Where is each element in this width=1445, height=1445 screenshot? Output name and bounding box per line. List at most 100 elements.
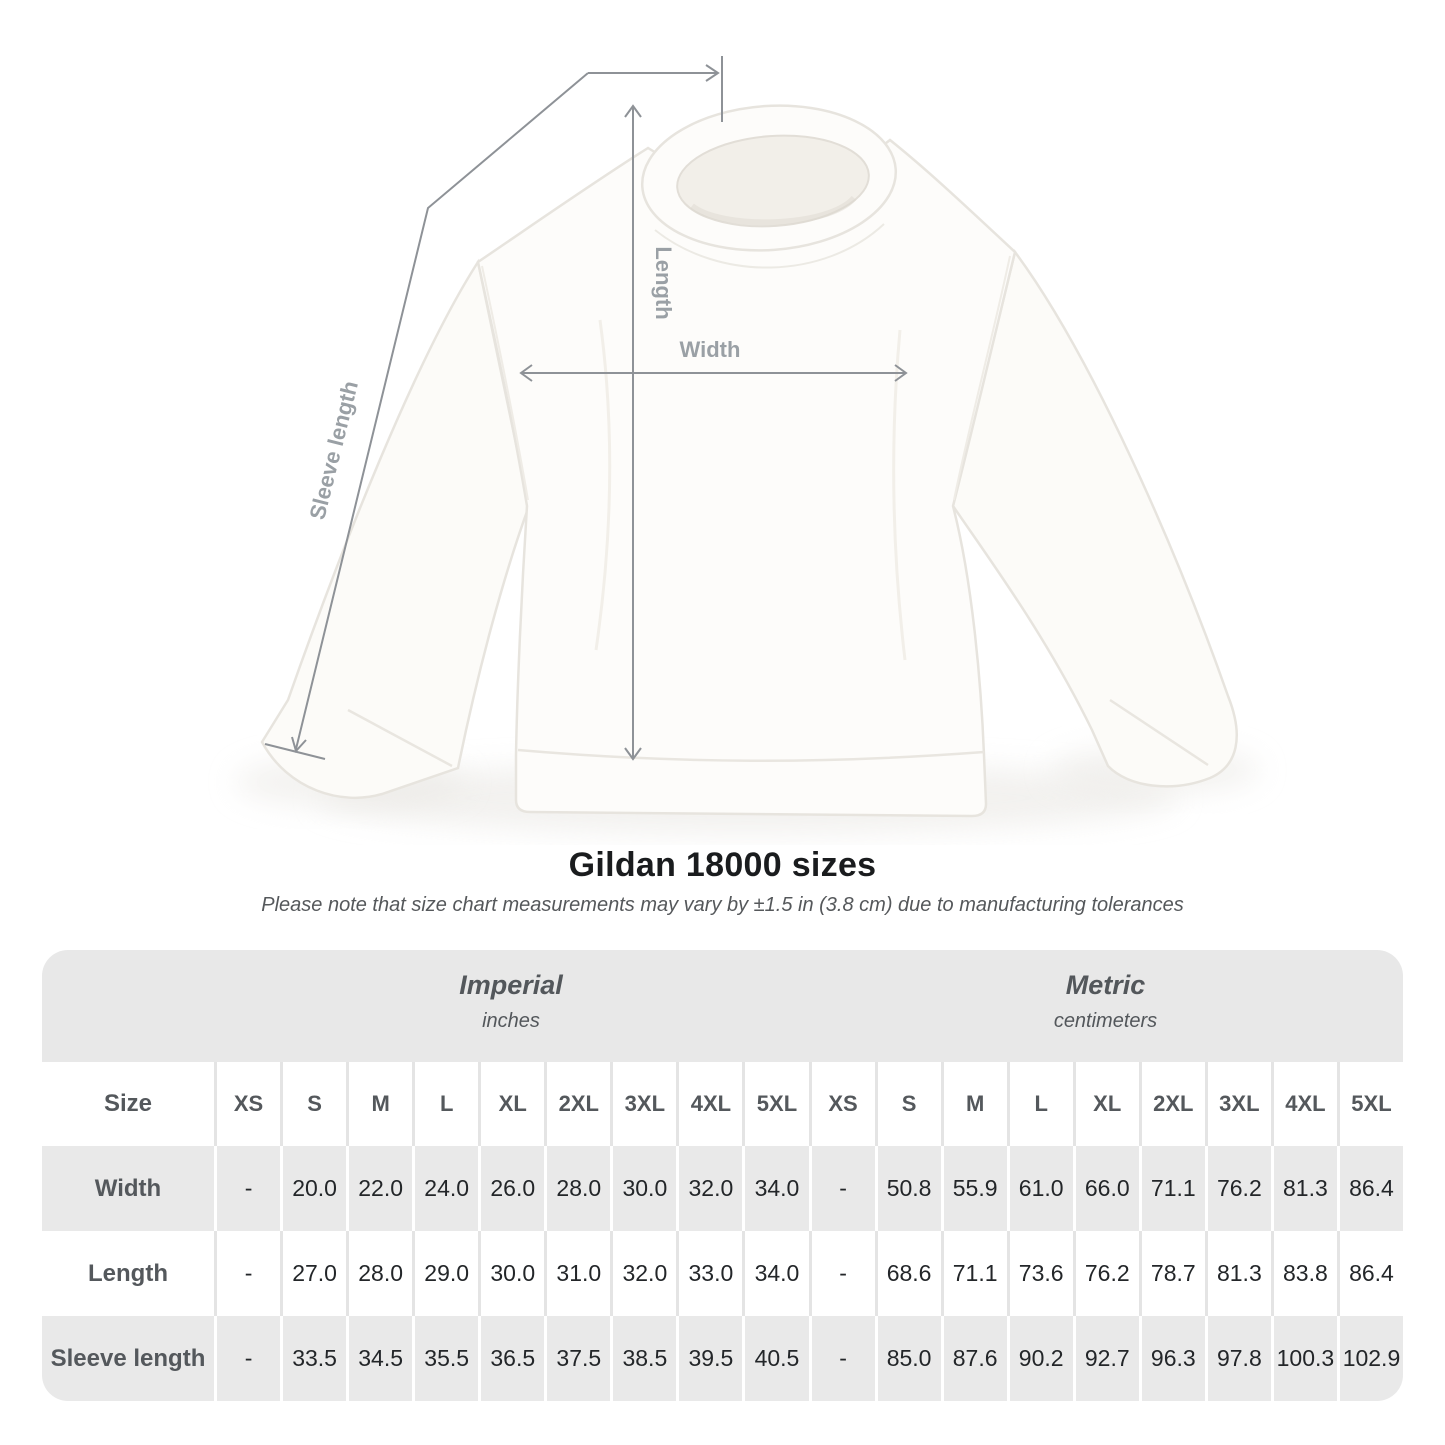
size-header-cell: M: [346, 1062, 412, 1146]
size-header-cell: S: [280, 1062, 346, 1146]
size-header-cell: M: [940, 1062, 1007, 1146]
measurement-value-cell: 34.0: [742, 1146, 808, 1231]
sweatshirt-illustration: Length Width Sleeve length: [235, 56, 1260, 834]
size-header-cell: XL: [1072, 1062, 1139, 1146]
measurement-value-cell: -: [808, 1316, 875, 1401]
right-sleeve: [951, 249, 1238, 788]
measurement-value-cell: -: [214, 1231, 280, 1316]
measurement-value-cell: 27.0: [280, 1231, 346, 1316]
arrow-right-icon: [705, 64, 720, 82]
measurement-value-cell: 30.0: [610, 1146, 676, 1231]
size-header-cell: 4XL: [676, 1062, 742, 1146]
imperial-unit: inches: [482, 1010, 540, 1032]
measurement-value-cell: 97.8: [1204, 1316, 1271, 1401]
tolerance-note: Please note that size chart measurements…: [261, 894, 1184, 916]
size-table: Imperial inches Metric centimeters Size …: [42, 950, 1403, 1401]
measurement-value-cell: 68.6: [874, 1231, 941, 1316]
measurement-value-cell: 32.0: [610, 1231, 676, 1316]
sleeve-length-line: [264, 56, 723, 760]
size-header-cell: 4XL: [1270, 1062, 1337, 1146]
measurement-value-cell: 85.0: [874, 1316, 941, 1401]
size-header-cell: S: [874, 1062, 941, 1146]
measurement-value-cell: 90.2: [1006, 1316, 1073, 1401]
measurement-value-cell: 35.5: [412, 1316, 478, 1401]
measurement-value-cell: -: [808, 1146, 875, 1231]
size-corner-label: Size: [103, 1090, 153, 1117]
width-label: Width: [680, 337, 741, 362]
measurement-value-cell: 34.5: [346, 1316, 412, 1401]
size-header-cell: 3XL: [610, 1062, 676, 1146]
measurement-value-cell: 26.0: [478, 1146, 544, 1231]
metric-unit: centimeters: [1053, 1010, 1158, 1032]
arrow-left-icon: [519, 364, 533, 382]
size-header-row: Size XS S M L XL 2XL 3XL 4XL 5XL XS S M L XL 2XL 3XL 4XL…: [42, 1062, 1403, 1146]
measurement-value-cell: 29.0: [412, 1231, 478, 1316]
measurement-value-cell: 76.2: [1204, 1146, 1271, 1231]
size-header-cell: 5XL: [1336, 1062, 1403, 1146]
length-label: Length: [651, 246, 676, 319]
measurement-value-cell: 81.3: [1270, 1146, 1337, 1231]
page-title: Gildan 18000 sizes: [568, 846, 877, 884]
measurement-value-cell: 39.5: [676, 1316, 742, 1401]
size-header-cell: XL: [478, 1062, 544, 1146]
measurement-value-cell: -: [214, 1316, 280, 1401]
size-header-cell: XS: [214, 1062, 280, 1146]
measurement-value-cell: 37.5: [544, 1316, 610, 1401]
arrow-down-icon: [624, 747, 642, 761]
measurement-value-cell: 38.5: [610, 1316, 676, 1401]
width-line: [519, 364, 908, 382]
sleeve-length-label: Sleeve length: [304, 378, 363, 522]
measurement-value-cell: 50.8: [874, 1146, 941, 1231]
size-header-cell: XS: [808, 1062, 875, 1146]
measurement-annotations: [264, 56, 908, 761]
measurement-value-cell: 34.0: [742, 1231, 808, 1316]
measurement-value-cell: 28.0: [544, 1146, 610, 1231]
measurement-value-cell: 83.8: [1270, 1231, 1337, 1316]
measurement-value-cell: 55.9: [940, 1146, 1007, 1231]
row-label: Sleeve length: [50, 1344, 206, 1372]
measurement-value-cell: 102.9: [1336, 1316, 1403, 1401]
measurement-value-cell: 86.4: [1336, 1146, 1403, 1231]
size-header-cell: L: [1006, 1062, 1073, 1146]
size-header-cell: L: [412, 1062, 478, 1146]
size-header-cell: 5XL: [742, 1062, 808, 1146]
arrow-up-icon: [624, 104, 642, 118]
arrow-right-icon: [894, 364, 908, 382]
measurement-value-cell: 30.0: [478, 1231, 544, 1316]
row-label: Width: [94, 1174, 162, 1202]
imperial-section-header: Imperial inches: [214, 970, 808, 1033]
measurement-value-cell: 96.3: [1138, 1316, 1205, 1401]
size-header-cell: 2XL: [1138, 1062, 1205, 1146]
measurement-value-cell: 20.0: [280, 1146, 346, 1231]
row-label: Length: [88, 1259, 168, 1287]
left-sleeve: [260, 258, 531, 800]
measurement-value-cell: 81.3: [1204, 1231, 1271, 1316]
measurement-value-cell: 33.0: [676, 1231, 742, 1316]
measurement-value-cell: 76.2: [1072, 1231, 1139, 1316]
measurement-value-cell: 73.6: [1006, 1231, 1073, 1316]
measurement-value-cell: 31.0: [544, 1231, 610, 1316]
measurement-value-cell: -: [214, 1146, 280, 1231]
metric-section-header: Metric centimeters: [808, 970, 1403, 1033]
measurement-value-cell: 32.0: [676, 1146, 742, 1231]
imperial-title: Imperial: [459, 970, 563, 1000]
measurement-value-cell: -: [808, 1231, 875, 1316]
measurement-row-width: Width -20.0 22.0 24.0 26.0 28.0 30.0 32.0 34.0-5…: [42, 1146, 1403, 1231]
measurement-value-cell: 78.7: [1138, 1231, 1205, 1316]
measurement-value-cell: 24.0: [412, 1146, 478, 1231]
length-line: [624, 104, 642, 761]
measurement-value-cell: 36.5: [478, 1316, 544, 1401]
size-header-cell: 2XL: [544, 1062, 610, 1146]
measurement-value-cell: 92.7: [1072, 1316, 1139, 1401]
measurement-value-cell: 100.3: [1270, 1316, 1337, 1401]
collar: [640, 104, 898, 269]
size-header-cell: 3XL: [1204, 1062, 1271, 1146]
end-tick: [264, 743, 326, 760]
measurement-value-cell: 61.0: [1006, 1146, 1073, 1231]
measurement-value-cell: 66.0: [1072, 1146, 1139, 1231]
metric-title: Metric: [1065, 970, 1146, 1000]
sweatshirt-body: [476, 138, 1017, 818]
measurement-value-cell: 71.1: [940, 1231, 1007, 1316]
measurement-value-cell: 86.4: [1336, 1231, 1403, 1316]
